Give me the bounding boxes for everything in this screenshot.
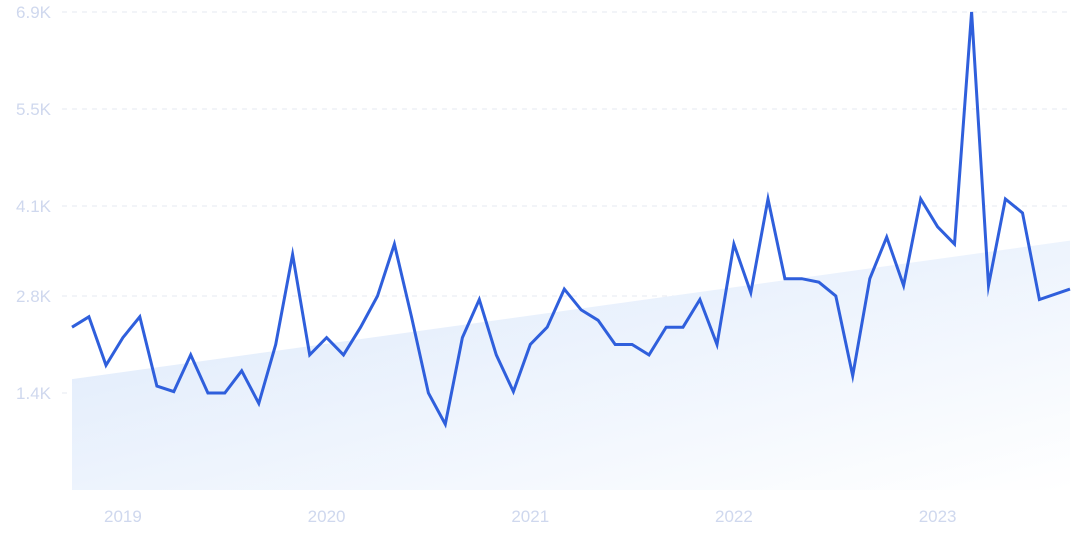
y-tick-label: 6.9K — [16, 3, 52, 22]
x-axis-ticks: 2019 2020 2021 2022 2023 — [104, 507, 957, 526]
x-tick-label: 2020 — [308, 507, 346, 526]
trend-area-shape — [72, 240, 1070, 490]
y-tick-label: 1.4K — [16, 384, 52, 403]
y-tick-label: 4.1K — [16, 197, 52, 216]
trend-area — [72, 240, 1070, 490]
x-tick-label: 2022 — [715, 507, 753, 526]
x-tick-label: 2021 — [511, 507, 549, 526]
series-line-0 — [71, 11, 1071, 429]
x-tick-label: 2023 — [919, 507, 957, 526]
y-axis-ticks: 1.4K 2.8K 4.1K 5.5K 6.9K — [16, 3, 52, 403]
y-tick-label: 2.8K — [16, 287, 52, 306]
series-line-layer — [71, 11, 1071, 429]
x-tick-label: 2019 — [104, 507, 142, 526]
y-tick-label: 5.5K — [16, 100, 52, 119]
